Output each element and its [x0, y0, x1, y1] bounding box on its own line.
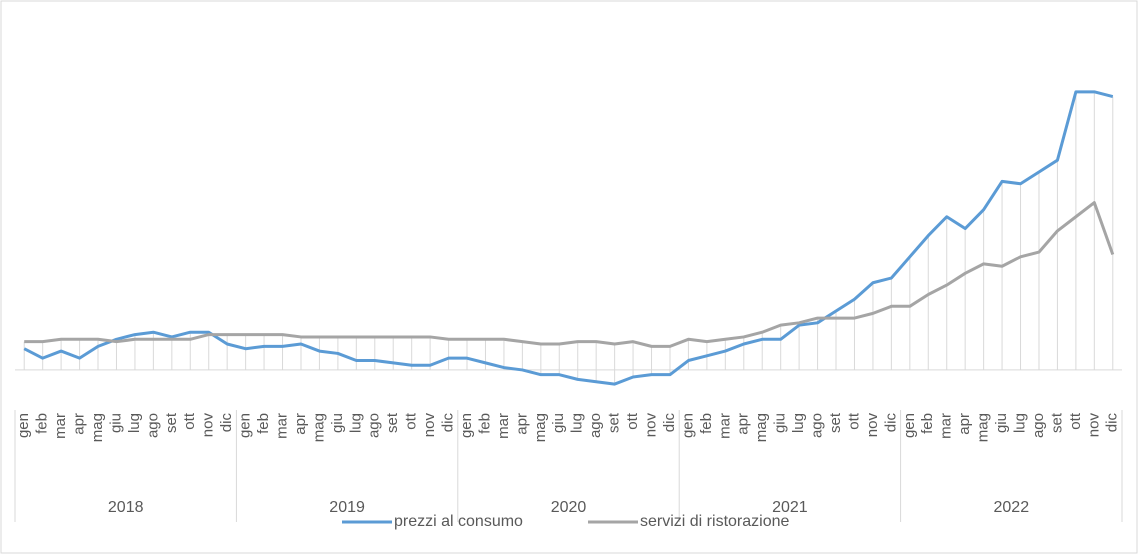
- x-tick-label: ago: [366, 413, 383, 438]
- x-tick-label: giu: [107, 413, 124, 433]
- x-tick-label: feb: [34, 413, 51, 434]
- data-line: [24, 201, 1115, 348]
- group-label: 2020: [551, 499, 587, 516]
- legend-label: servizi di ristorazione: [640, 513, 789, 530]
- x-tick-label: ott: [1067, 412, 1084, 430]
- x-tick-label: mar: [938, 413, 955, 439]
- x-tick-label: mag: [975, 413, 992, 442]
- data-line: [23, 90, 1114, 386]
- x-tick-label: mar: [495, 413, 512, 439]
- x-tick-label: set: [827, 412, 844, 433]
- x-tick-label: set: [606, 412, 623, 433]
- x-tick-label: mar: [52, 413, 69, 439]
- group-label: 2019: [329, 499, 365, 516]
- x-tick-label: nov: [421, 413, 438, 438]
- x-tick-label: dic: [1104, 413, 1121, 433]
- x-tick-label: gen: [237, 413, 254, 438]
- x-tick-label: apr: [71, 413, 88, 435]
- x-tick-label: lug: [347, 413, 364, 433]
- x-tick-label: apr: [292, 413, 309, 435]
- x-tick-label: lug: [790, 413, 807, 433]
- group-label: 2022: [994, 499, 1030, 516]
- x-tick-label: mag: [310, 413, 327, 442]
- x-tick-label: gen: [15, 413, 32, 438]
- group-label: 2018: [108, 499, 144, 516]
- x-tick-label: nov: [200, 413, 217, 438]
- x-tick-label: giu: [550, 413, 567, 433]
- x-tick-label: dic: [661, 413, 678, 433]
- x-tick-label: apr: [513, 413, 530, 435]
- x-tick-label: giu: [993, 413, 1010, 433]
- x-tick-label: mag: [89, 413, 106, 442]
- x-tick-label: lug: [126, 413, 143, 433]
- x-tick-label: ott: [624, 412, 641, 430]
- x-tick-label: ott: [845, 412, 862, 430]
- x-tick-label: dic: [218, 413, 235, 433]
- x-tick-label: mar: [716, 413, 733, 439]
- x-tick-label: ago: [144, 413, 161, 438]
- x-tick-label: nov: [642, 413, 659, 438]
- x-tick-label: feb: [698, 413, 715, 434]
- x-tick-label: set: [163, 412, 180, 433]
- x-tick-label: feb: [919, 413, 936, 434]
- x-tick-label: ago: [809, 413, 826, 438]
- x-tick-label: mag: [532, 413, 549, 442]
- x-tick-label: apr: [735, 413, 752, 435]
- x-tick-label: dic: [440, 413, 457, 433]
- x-tick-label: nov: [1085, 413, 1102, 438]
- x-tick-label: set: [384, 412, 401, 433]
- legend-label: prezzi al consumo: [394, 513, 523, 530]
- x-tick-label: giu: [329, 413, 346, 433]
- x-tick-label: mar: [273, 413, 290, 439]
- x-tick-label: lug: [569, 413, 586, 433]
- x-tick-label: mag: [753, 413, 770, 442]
- group-label: 2021: [772, 499, 808, 516]
- x-tick-label: feb: [476, 413, 493, 434]
- x-tick-label: ott: [181, 412, 198, 430]
- x-tick-label: ott: [403, 412, 420, 430]
- x-tick-label: dic: [882, 413, 899, 433]
- x-tick-label: gen: [901, 413, 918, 438]
- x-tick-label: set: [1048, 412, 1065, 433]
- x-tick-label: gen: [679, 413, 696, 438]
- x-tick-label: feb: [255, 413, 272, 434]
- x-tick-label: nov: [864, 413, 881, 438]
- x-tick-label: ago: [587, 413, 604, 438]
- x-tick-label: ago: [1030, 413, 1047, 438]
- x-tick-label: giu: [772, 413, 789, 433]
- x-tick-label: gen: [458, 413, 475, 438]
- x-tick-label: lug: [1011, 413, 1028, 433]
- x-tick-label: apr: [956, 413, 973, 435]
